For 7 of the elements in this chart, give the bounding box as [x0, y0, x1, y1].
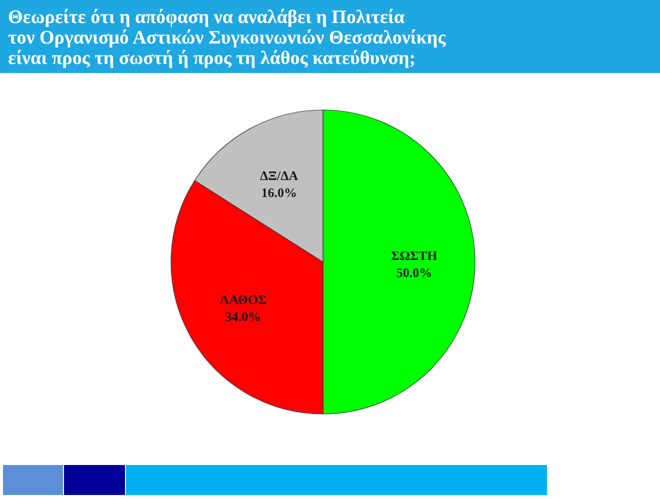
slice-label: ΛΑΘΟΣ [220, 292, 266, 307]
data-label: 34.0% [225, 308, 261, 324]
data-label: 50.0% [396, 265, 432, 280]
data-label: 16.0% [261, 185, 297, 200]
slice-label: ΔΞ/ΔΑ [260, 168, 299, 184]
slice-label: ΣΩΣΤΗ [391, 248, 438, 263]
chart-title: Θεωρείτε ότι η απόφαση να αναλάβει η Πολιτεία τον Οργανισμό Αστικών Συγκοινωνιών Θεσσαλονίκης είναι προς τη σωστή ή προς τη λάθος κατεύθυνση; [8, 7, 447, 69]
